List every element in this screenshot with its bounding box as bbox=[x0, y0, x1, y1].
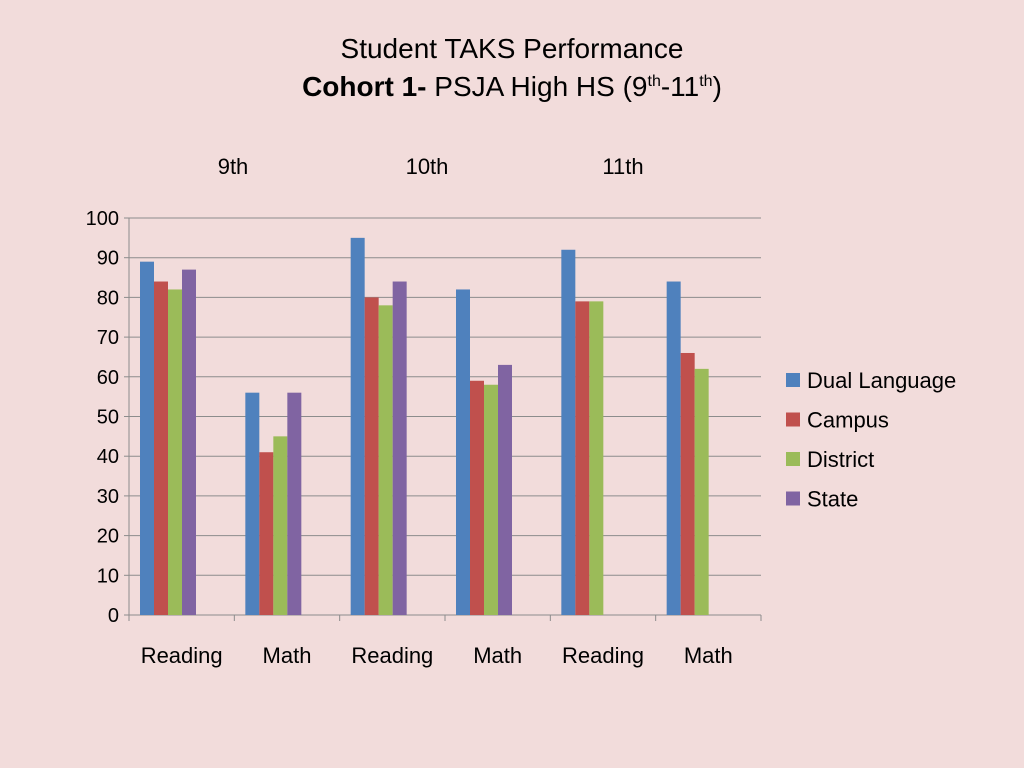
bar-campus bbox=[680, 352, 695, 615]
grade-label-11th: 11th bbox=[602, 154, 644, 179]
title-close: ) bbox=[712, 71, 722, 102]
bar-district bbox=[694, 368, 709, 615]
bar-state bbox=[392, 281, 407, 615]
bar-campus bbox=[470, 380, 484, 615]
x-category-label: Math bbox=[473, 643, 522, 668]
bar-state bbox=[287, 392, 302, 615]
bar-dual-language bbox=[245, 392, 260, 615]
bar-dual-language bbox=[561, 249, 576, 615]
bar-district bbox=[168, 289, 182, 615]
legend-swatch bbox=[786, 452, 800, 466]
bar-campus bbox=[364, 297, 379, 615]
bar-campus bbox=[575, 301, 590, 615]
legend-swatch bbox=[786, 412, 800, 427]
bar-campus bbox=[154, 281, 168, 615]
bar-campus bbox=[259, 452, 274, 615]
x-category-label: Math bbox=[263, 643, 312, 668]
x-category-label: Math bbox=[684, 643, 733, 668]
bar-district bbox=[273, 436, 288, 615]
bar-state bbox=[182, 269, 196, 615]
title-sup-2: th bbox=[699, 73, 713, 90]
grade-label-10th: 10th bbox=[405, 154, 449, 179]
y-tick-label: 0 bbox=[108, 605, 119, 627]
legend-swatch bbox=[786, 491, 800, 506]
bar-district bbox=[589, 301, 604, 615]
title-school: PSJA High HS (9 bbox=[426, 71, 648, 102]
title-line-1: Student TAKS Performance bbox=[340, 33, 684, 64]
title-cohort-label: Cohort 1- bbox=[302, 71, 427, 102]
legend-swatch bbox=[786, 373, 800, 387]
x-category-label: Reading bbox=[562, 643, 644, 668]
y-tick-label: 30 bbox=[97, 486, 119, 508]
legend-label: District bbox=[807, 447, 874, 472]
bar-dual-language bbox=[666, 281, 681, 615]
y-tick-label: 10 bbox=[97, 565, 119, 587]
bar-state bbox=[498, 364, 512, 615]
bar-dual-language bbox=[140, 261, 154, 615]
legend-label: Dual Language bbox=[807, 368, 956, 393]
bar-dual-language bbox=[456, 289, 470, 615]
y-tick-label: 90 bbox=[97, 248, 119, 270]
y-tick-label: 40 bbox=[97, 446, 119, 468]
y-tick-label: 50 bbox=[97, 407, 119, 429]
legend-label: State bbox=[807, 487, 858, 512]
x-category-label: Reading bbox=[351, 643, 433, 668]
y-tick-label: 60 bbox=[97, 367, 119, 389]
y-tick-label: 80 bbox=[97, 287, 119, 309]
x-category-label: Reading bbox=[141, 643, 223, 668]
bar-district bbox=[484, 384, 498, 615]
legend-label: Campus bbox=[807, 408, 889, 433]
title-line-2: Cohort 1- PSJA High HS (9th-11th) bbox=[0, 68, 1024, 106]
chart-title: Student TAKS Performance Cohort 1- PSJA … bbox=[0, 30, 1024, 106]
y-tick-label: 100 bbox=[86, 208, 119, 230]
title-sup-1: th bbox=[647, 73, 661, 90]
grade-label-9th: 9th bbox=[217, 154, 249, 179]
y-tick-label: 70 bbox=[97, 327, 119, 349]
title-dash: -11 bbox=[660, 71, 700, 102]
bar-dual-language bbox=[350, 237, 365, 615]
y-tick-label: 20 bbox=[97, 526, 119, 548]
bar-district bbox=[378, 305, 393, 615]
